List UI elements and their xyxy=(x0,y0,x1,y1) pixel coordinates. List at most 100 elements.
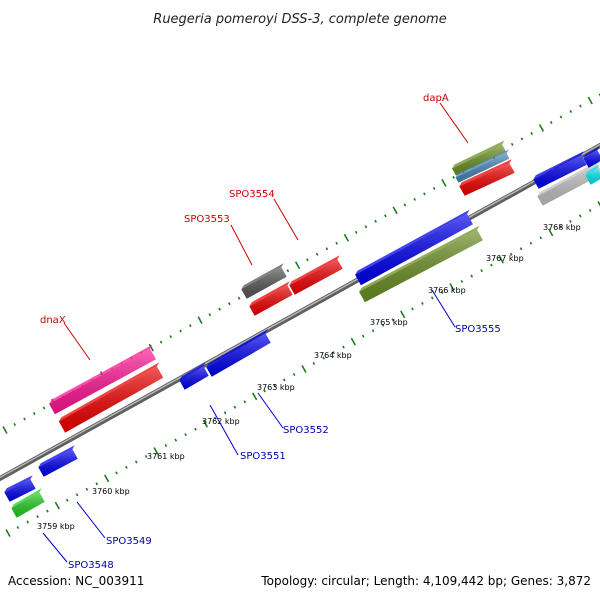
minor-tick xyxy=(381,323,385,327)
minor-tick xyxy=(520,137,524,141)
gene-block-spo3552 xyxy=(206,329,271,377)
minor-tick xyxy=(208,313,212,317)
major-tick xyxy=(343,233,350,242)
minor-tick xyxy=(510,142,514,146)
minor-tick xyxy=(411,307,414,311)
minor-tick xyxy=(188,324,192,328)
minor-tick xyxy=(460,280,464,284)
gene-label-spo3555: SPO3555 xyxy=(455,324,501,335)
kbp-label: 3768 kbp xyxy=(543,223,581,232)
minor-tick xyxy=(169,335,173,339)
map-title: Ruegeria pomeroyi DSS-3, complete genome xyxy=(153,12,446,27)
gene-block-spo3551 xyxy=(179,362,209,390)
minor-tick xyxy=(374,219,377,223)
genome-backbone xyxy=(0,142,600,482)
gene-features xyxy=(4,140,600,518)
kbp-label: 3763 kbp xyxy=(257,383,295,392)
minor-tick xyxy=(213,416,217,420)
kbp-label: 3760 kbp xyxy=(92,487,130,496)
major-tick xyxy=(587,96,593,105)
minor-tick xyxy=(569,219,572,223)
gene-block-red-small xyxy=(249,281,293,316)
minor-tick xyxy=(179,329,182,333)
gene-label-spo3552: SPO3552 xyxy=(283,425,329,436)
gene-block-green xyxy=(11,488,45,518)
gene-block-spo3554 xyxy=(289,255,343,295)
gene-block-dnax xyxy=(49,344,156,415)
minor-tick xyxy=(228,302,231,306)
minor-tick xyxy=(263,389,266,393)
minor-tick xyxy=(85,487,89,491)
gene-block-cyan xyxy=(585,164,600,185)
major-tick xyxy=(400,310,406,319)
major-tick xyxy=(2,426,8,434)
minor-tick xyxy=(32,411,36,416)
minor-tick xyxy=(579,104,582,108)
minor-tick xyxy=(335,241,338,245)
topology-text: Topology: circular; Length: 4,109,442 bp… xyxy=(260,574,591,588)
minor-tick xyxy=(23,417,26,421)
minor-tick xyxy=(223,411,227,415)
minor-tick xyxy=(312,362,316,366)
minor-tick xyxy=(423,192,426,196)
minor-tick xyxy=(354,230,358,234)
major-tick xyxy=(301,365,307,373)
minor-tick xyxy=(164,444,168,448)
callout-lines xyxy=(42,102,469,563)
minor-tick xyxy=(421,301,424,305)
minor-tick xyxy=(174,438,178,442)
minor-tick xyxy=(413,197,417,201)
minor-tick xyxy=(549,120,553,124)
minor-tick xyxy=(588,208,592,212)
gene-block-red-dapa xyxy=(459,159,515,196)
minor-tick xyxy=(95,482,99,486)
minor-tick xyxy=(184,433,187,437)
kbp-labels: 3759 kbp 3760 kbp 3761 kbp 3762 kbp 3763… xyxy=(37,223,581,531)
minor-tick xyxy=(75,493,79,497)
major-tick xyxy=(350,337,356,346)
minor-tick xyxy=(578,214,582,218)
major-tick xyxy=(538,124,545,132)
minor-tick xyxy=(325,247,329,251)
gene-block-grey xyxy=(537,160,600,206)
gene-block-dapa xyxy=(452,140,506,176)
gene-label-spo3551: SPO3551 xyxy=(240,451,286,462)
gene-block-blue-edge xyxy=(583,146,600,168)
minor-tick xyxy=(509,252,513,256)
gene-block-spo3549 xyxy=(38,445,78,477)
minor-tick xyxy=(530,131,534,135)
minor-tick xyxy=(292,372,296,376)
minor-tick xyxy=(322,356,326,360)
gene-label-spo3553: SPO3553 xyxy=(184,214,230,225)
kbp-label: 3761 kbp xyxy=(147,452,185,461)
gene-label-spo3549: SPO3549 xyxy=(106,536,152,547)
major-tick xyxy=(548,228,554,237)
major-tick xyxy=(54,501,60,510)
gene-block-blue-right xyxy=(533,151,587,189)
minor-tick xyxy=(342,345,345,349)
gene-label-spo3554: SPO3554 xyxy=(229,189,275,200)
minor-tick xyxy=(384,214,387,218)
gene-block-spo3555 xyxy=(359,225,483,303)
major-tick xyxy=(597,201,600,207)
kbp-label: 3764 kbp xyxy=(314,351,352,360)
minor-tick xyxy=(361,334,365,338)
kbp-label: 3759 kbp xyxy=(37,522,75,531)
major-tick xyxy=(498,255,504,264)
minor-tick xyxy=(115,471,118,475)
gene-block-spo3548 xyxy=(4,475,36,502)
minor-tick xyxy=(332,351,335,355)
gene-label-dnax: dnaX xyxy=(40,315,66,326)
minor-tick xyxy=(315,252,319,256)
minor-tick xyxy=(233,405,237,409)
minor-tick xyxy=(480,269,483,273)
minor-tick xyxy=(569,109,573,114)
minor-tick xyxy=(529,241,533,245)
minor-tick xyxy=(430,296,434,300)
kbp-label: 3767 kbp xyxy=(486,254,524,263)
minor-tick xyxy=(559,115,563,119)
minor-tick xyxy=(371,329,375,333)
minor-tick xyxy=(452,175,456,179)
minor-tick xyxy=(218,307,221,311)
